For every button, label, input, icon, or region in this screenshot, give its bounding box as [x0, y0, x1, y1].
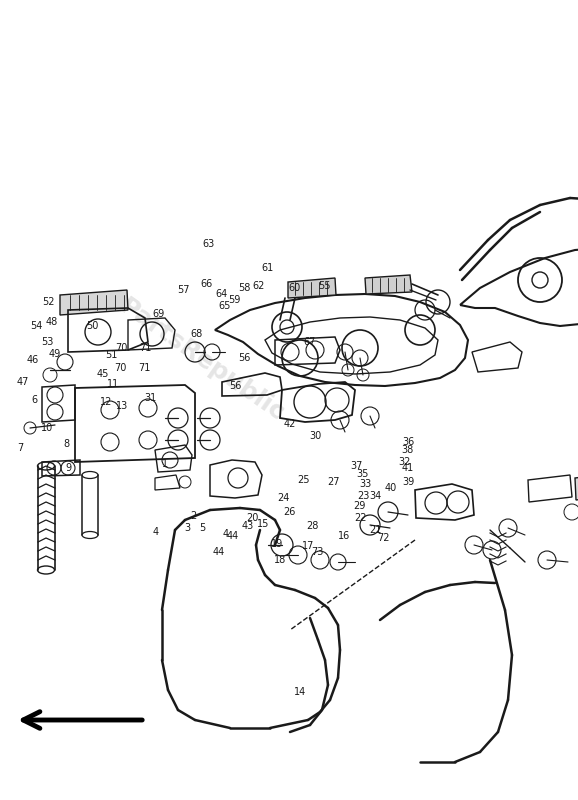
Text: 32: 32 — [398, 458, 411, 467]
Text: 28: 28 — [306, 521, 318, 530]
Text: 50: 50 — [86, 321, 99, 330]
Text: 10: 10 — [41, 423, 54, 433]
Text: 56: 56 — [229, 381, 242, 390]
Text: 47: 47 — [17, 378, 29, 387]
Text: 40: 40 — [384, 483, 397, 493]
Text: 51: 51 — [105, 350, 118, 360]
Text: 69: 69 — [153, 310, 165, 319]
Text: 5: 5 — [199, 523, 205, 533]
Text: 71: 71 — [138, 363, 151, 373]
Text: 29: 29 — [353, 502, 366, 511]
Text: 44: 44 — [227, 531, 239, 541]
Text: 4: 4 — [153, 527, 159, 537]
Text: 9: 9 — [65, 463, 71, 473]
Text: 31: 31 — [144, 394, 157, 403]
Text: 15: 15 — [257, 519, 269, 529]
Text: 54: 54 — [30, 322, 43, 331]
Text: 27: 27 — [327, 477, 340, 486]
Text: 38: 38 — [401, 446, 414, 455]
Text: 60: 60 — [288, 283, 301, 293]
Text: 52: 52 — [42, 298, 54, 307]
Text: 17: 17 — [302, 542, 314, 551]
Text: 55: 55 — [318, 282, 331, 291]
Text: 33: 33 — [360, 479, 372, 489]
Text: 70: 70 — [115, 343, 128, 353]
Text: 36: 36 — [402, 437, 414, 446]
Text: 43: 43 — [241, 522, 254, 531]
Text: 53: 53 — [41, 338, 54, 347]
Text: 39: 39 — [402, 477, 414, 486]
Text: 8: 8 — [64, 439, 69, 449]
Text: 57: 57 — [177, 286, 190, 295]
Text: 37: 37 — [350, 461, 363, 470]
Text: 72: 72 — [377, 533, 390, 542]
Text: 44: 44 — [212, 547, 225, 557]
Polygon shape — [60, 290, 128, 315]
Text: 3: 3 — [185, 523, 191, 533]
Text: 20: 20 — [246, 514, 259, 523]
Text: 12: 12 — [99, 397, 112, 406]
Text: 1: 1 — [162, 459, 168, 469]
Text: 73: 73 — [311, 547, 324, 557]
Text: 67: 67 — [303, 338, 316, 347]
Text: 11: 11 — [106, 379, 119, 389]
Text: 42: 42 — [284, 419, 297, 429]
Text: 14: 14 — [294, 687, 307, 697]
Text: 6: 6 — [32, 395, 38, 405]
Text: 65: 65 — [218, 301, 231, 310]
Text: 19: 19 — [271, 539, 284, 549]
Text: 48: 48 — [46, 317, 58, 326]
Text: 7: 7 — [17, 443, 23, 453]
Text: 66: 66 — [200, 279, 213, 289]
Text: 56: 56 — [238, 353, 251, 362]
Text: 68: 68 — [190, 330, 203, 339]
Text: 22: 22 — [354, 514, 366, 523]
Polygon shape — [365, 275, 412, 294]
Polygon shape — [288, 278, 336, 298]
Text: 35: 35 — [356, 470, 369, 479]
Text: 63: 63 — [202, 239, 214, 249]
Text: 25: 25 — [297, 475, 310, 485]
Text: 30: 30 — [309, 431, 321, 441]
Text: 46: 46 — [27, 355, 39, 365]
Text: 45: 45 — [97, 370, 109, 379]
Text: 61: 61 — [261, 263, 273, 273]
Text: 13: 13 — [116, 401, 129, 410]
Text: 71: 71 — [139, 343, 151, 353]
Polygon shape — [575, 470, 578, 500]
Text: 21: 21 — [369, 525, 382, 534]
Text: 58: 58 — [238, 283, 251, 293]
Text: 24: 24 — [277, 493, 290, 502]
Text: 23: 23 — [357, 491, 370, 501]
Text: 34: 34 — [369, 491, 381, 501]
Text: 64: 64 — [215, 289, 228, 298]
Text: 18: 18 — [273, 555, 286, 565]
Text: 16: 16 — [338, 531, 351, 541]
Text: 62: 62 — [252, 282, 265, 291]
Text: 59: 59 — [228, 295, 240, 305]
Text: 41: 41 — [402, 463, 414, 473]
Text: 49: 49 — [49, 350, 61, 359]
Text: 4: 4 — [223, 530, 228, 539]
Text: PartsRepublic: PartsRepublic — [115, 294, 290, 426]
Text: 26: 26 — [283, 507, 295, 517]
Text: 2: 2 — [191, 511, 197, 521]
Text: 70: 70 — [114, 363, 127, 373]
